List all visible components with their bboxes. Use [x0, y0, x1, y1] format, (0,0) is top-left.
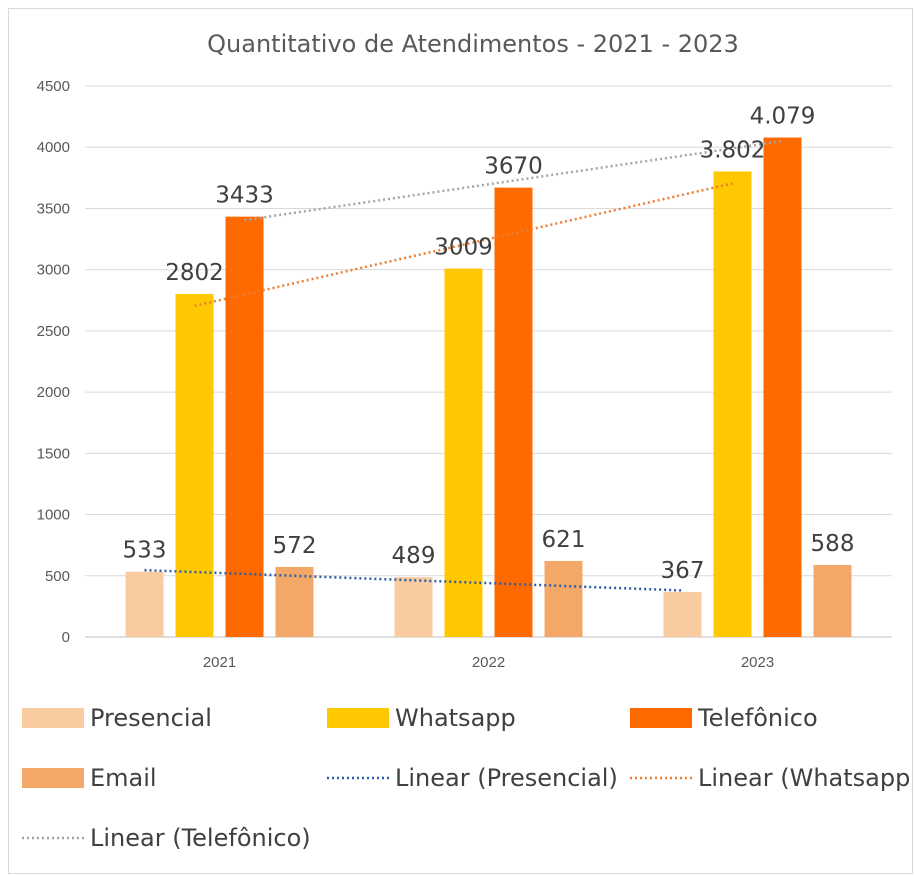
bars [125, 137, 852, 637]
y-tick-label: 500 [45, 568, 70, 585]
x-tick-label: 2023 [741, 654, 774, 671]
x-tick-label: 2021 [203, 654, 236, 671]
legend-label: Presencial [90, 704, 212, 732]
legend-swatch [630, 708, 692, 728]
bar-email-2022 [544, 560, 583, 637]
bar-presencial-2022 [394, 577, 433, 637]
legend-label: Email [90, 764, 157, 792]
bar-telefônico-2022 [494, 187, 533, 637]
y-tick-label: 4000 [37, 139, 70, 156]
legend-item-trend-presencial: Linear (Presencial) [327, 764, 618, 792]
legend-item-telefônico: Telefônico [630, 704, 818, 732]
x-axis-ticks: 2021 2022 2023 [203, 654, 774, 671]
legend-label: Telefônico [697, 704, 818, 732]
x-tick-label: 2022 [472, 654, 505, 671]
data-labels: 533 2802 3433 572 489 3009 3670 621 367 3.802 4.07… [123, 104, 855, 585]
bar-email-2023 [813, 565, 852, 637]
legend-swatch [327, 708, 389, 728]
y-tick-label: 2000 [37, 384, 70, 401]
data-label: 2802 [165, 260, 224, 286]
y-tick-label: 3500 [37, 200, 70, 217]
legend-swatch [22, 768, 84, 788]
y-tick-label: 3000 [37, 262, 70, 279]
y-tick-label: 1000 [37, 507, 70, 524]
bar-whatsapp-2022 [444, 268, 483, 637]
legend: Presencial Whatsapp Telefônico Email Linear … [22, 704, 910, 852]
legend-item-trend-whatsapp: Linear (Whatsapp [630, 764, 910, 792]
bar-email-2021 [275, 566, 314, 637]
trendline-whatsapp [194, 182, 733, 308]
bar-presencial-2021 [125, 571, 164, 637]
chart-title: Quantitativo de Atendimentos - 2021 - 20… [207, 30, 739, 58]
bar-whatsapp-2021 [175, 293, 214, 637]
legend-swatch [22, 708, 84, 728]
data-label: 588 [811, 531, 855, 557]
data-label: 3.802 [700, 137, 766, 163]
trendlines [144, 139, 783, 592]
data-label: 3433 [215, 183, 274, 209]
data-label: 489 [392, 543, 436, 569]
legend-label: Linear (Telefônico) [90, 824, 311, 852]
bar-telefônico-2021 [225, 216, 264, 637]
y-tick-label: 2500 [37, 323, 70, 340]
legend-label: Linear (Presencial) [395, 764, 618, 792]
legend-label: Whatsapp [395, 704, 516, 732]
data-label: 3009 [434, 235, 493, 261]
data-label: 572 [273, 533, 317, 559]
bar-whatsapp-2023 [713, 171, 752, 637]
data-label: 3670 [484, 154, 543, 180]
legend-item-trend-telefônico: Linear (Telefônico) [22, 824, 311, 852]
y-axis-ticks: 0 500 1000 1500 2000 2500 3000 3500 4000 4500 [37, 78, 70, 646]
data-label: 367 [661, 558, 705, 584]
legend-item-whatsapp: Whatsapp [327, 704, 516, 732]
data-label: 4.079 [750, 104, 816, 130]
legend-label: Linear (Whatsapp [698, 764, 910, 792]
y-tick-label: 1500 [37, 445, 70, 462]
bar-presencial-2023 [663, 592, 702, 637]
y-tick-label: 4500 [37, 78, 70, 95]
gridlines [85, 85, 892, 638]
bar-telefônico-2023 [763, 137, 802, 637]
legend-item-email: Email [22, 764, 157, 792]
data-label: 621 [542, 527, 586, 553]
y-tick-label: 0 [62, 629, 70, 646]
legend-item-presencial: Presencial [22, 704, 212, 732]
trendline-telefônico [244, 139, 783, 222]
data-label: 533 [123, 538, 167, 564]
